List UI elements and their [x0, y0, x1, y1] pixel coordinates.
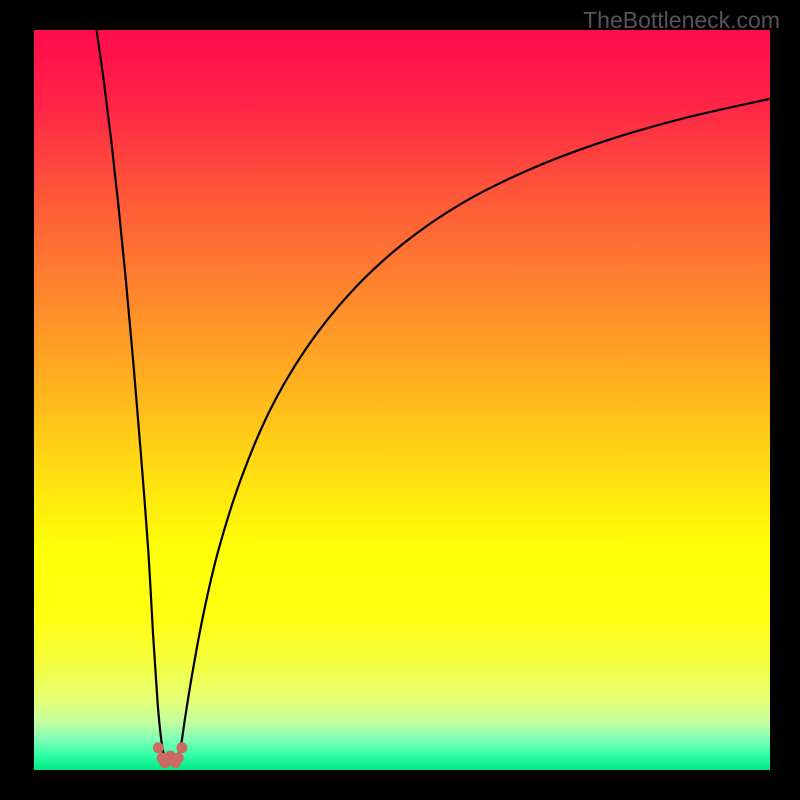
chart-frame: TheBottleneck.com — [0, 0, 800, 800]
curve-marker — [153, 742, 164, 753]
curve-marker — [176, 742, 187, 753]
curve-layer — [0, 0, 800, 800]
watermark-text: TheBottleneck.com — [583, 7, 780, 34]
curve-marker — [173, 753, 184, 764]
bottleneck-curve — [97, 30, 770, 763]
